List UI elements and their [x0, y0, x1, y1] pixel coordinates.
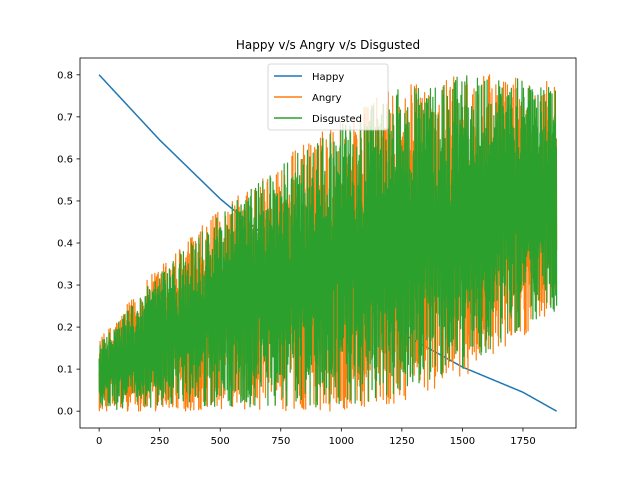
y-tick-label: 0.6: [57, 154, 73, 165]
x-tick-label: 1750: [510, 436, 535, 447]
x-tick-label: 1000: [329, 436, 354, 447]
series-layer: [98, 74, 558, 412]
y-tick-label: 0.8: [57, 70, 73, 81]
y-tick-label: 0.5: [57, 196, 73, 207]
y-tick-label: 0.0: [57, 407, 73, 418]
x-tick-label: 250: [150, 436, 169, 447]
x-tick-label: 750: [271, 436, 290, 447]
legend: Happy Angry Disgusted: [267, 63, 389, 131]
chart-title: Happy v/s Angry v/s Disgusted: [236, 38, 420, 52]
y-tick-label: 0.3: [57, 281, 73, 292]
y-axis: 0.0 0.1 0.2 0.3 0.4 0.5 0.6 0.7 0.8: [57, 70, 80, 418]
y-tick-label: 0.4: [57, 239, 73, 250]
series-line-disgusted: [98, 75, 558, 410]
x-tick-label: 500: [211, 436, 230, 447]
y-tick-label: 0.7: [57, 112, 73, 123]
legend-label-happy: Happy: [312, 72, 344, 83]
x-tick-label: 1500: [450, 436, 475, 447]
y-tick-label: 0.2: [57, 323, 73, 334]
legend-box: [267, 63, 389, 131]
legend-label-angry: Angry: [312, 93, 342, 104]
x-tick-label: 0: [96, 436, 102, 447]
y-tick-label: 0.1: [57, 365, 73, 376]
x-tick-label: 1250: [389, 436, 414, 447]
x-axis: 0 250 500 750 1000 1250 1500 1750: [96, 428, 536, 447]
legend-label-disgusted: Disgusted: [312, 114, 362, 125]
